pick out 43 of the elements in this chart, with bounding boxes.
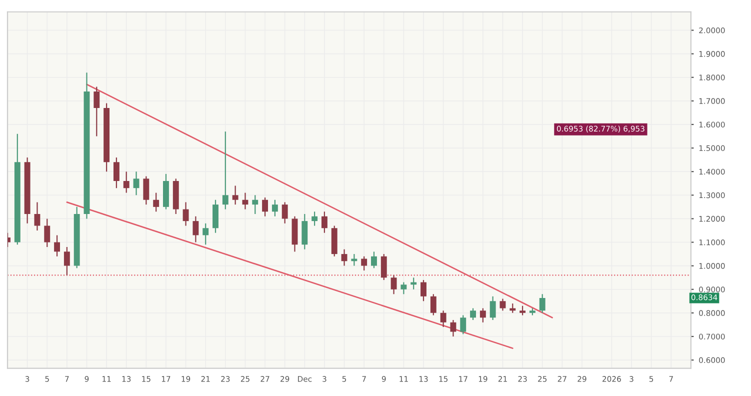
- candlestick: [222, 130, 228, 210]
- candlestick: [341, 248, 348, 266]
- candlestick: [361, 256, 368, 272]
- candlestick: [470, 308, 476, 321]
- candlestick: [440, 310, 446, 328]
- candlestick: [371, 251, 377, 269]
- candlestick: [123, 171, 130, 194]
- candlestick: [242, 192, 248, 210]
- candlestick: [64, 246, 70, 276]
- candlestick: [490, 296, 496, 321]
- candlestick: [232, 185, 238, 206]
- candlestick: [282, 202, 288, 224]
- candlestick: [143, 176, 150, 206]
- candlestick: [34, 202, 40, 232]
- candlestick: [460, 314, 466, 335]
- candlestick: [272, 199, 278, 217]
- candlestick: [351, 253, 358, 266]
- candlestick: [390, 274, 397, 295]
- candlestick: [420, 279, 426, 302]
- candlestick: [500, 298, 506, 312]
- candlestick: [94, 86, 100, 137]
- candlestick: [212, 199, 218, 234]
- candlestick: [182, 202, 189, 226]
- candlestick: [202, 222, 209, 246]
- candlestick: [302, 213, 308, 250]
- candlestick: [44, 218, 50, 248]
- candlestick: [400, 282, 407, 295]
- candlestick: [54, 234, 60, 257]
- candlestick: [430, 294, 436, 316]
- candlestick: [321, 211, 328, 234]
- candlestick: [262, 196, 268, 217]
- candlestick: [450, 319, 456, 338]
- candlestick: [539, 294, 546, 314]
- candlestick: [133, 171, 140, 196]
- candlestick: [252, 194, 258, 215]
- candlestick: [113, 156, 120, 189]
- candlestick: [153, 192, 160, 212]
- candlestick: [480, 308, 486, 323]
- candlestick: [312, 211, 318, 226]
- candlestick: [520, 305, 526, 316]
- candlestick: [192, 216, 199, 243]
- candlestick: [380, 253, 387, 280]
- candlestick: [510, 302, 516, 314]
